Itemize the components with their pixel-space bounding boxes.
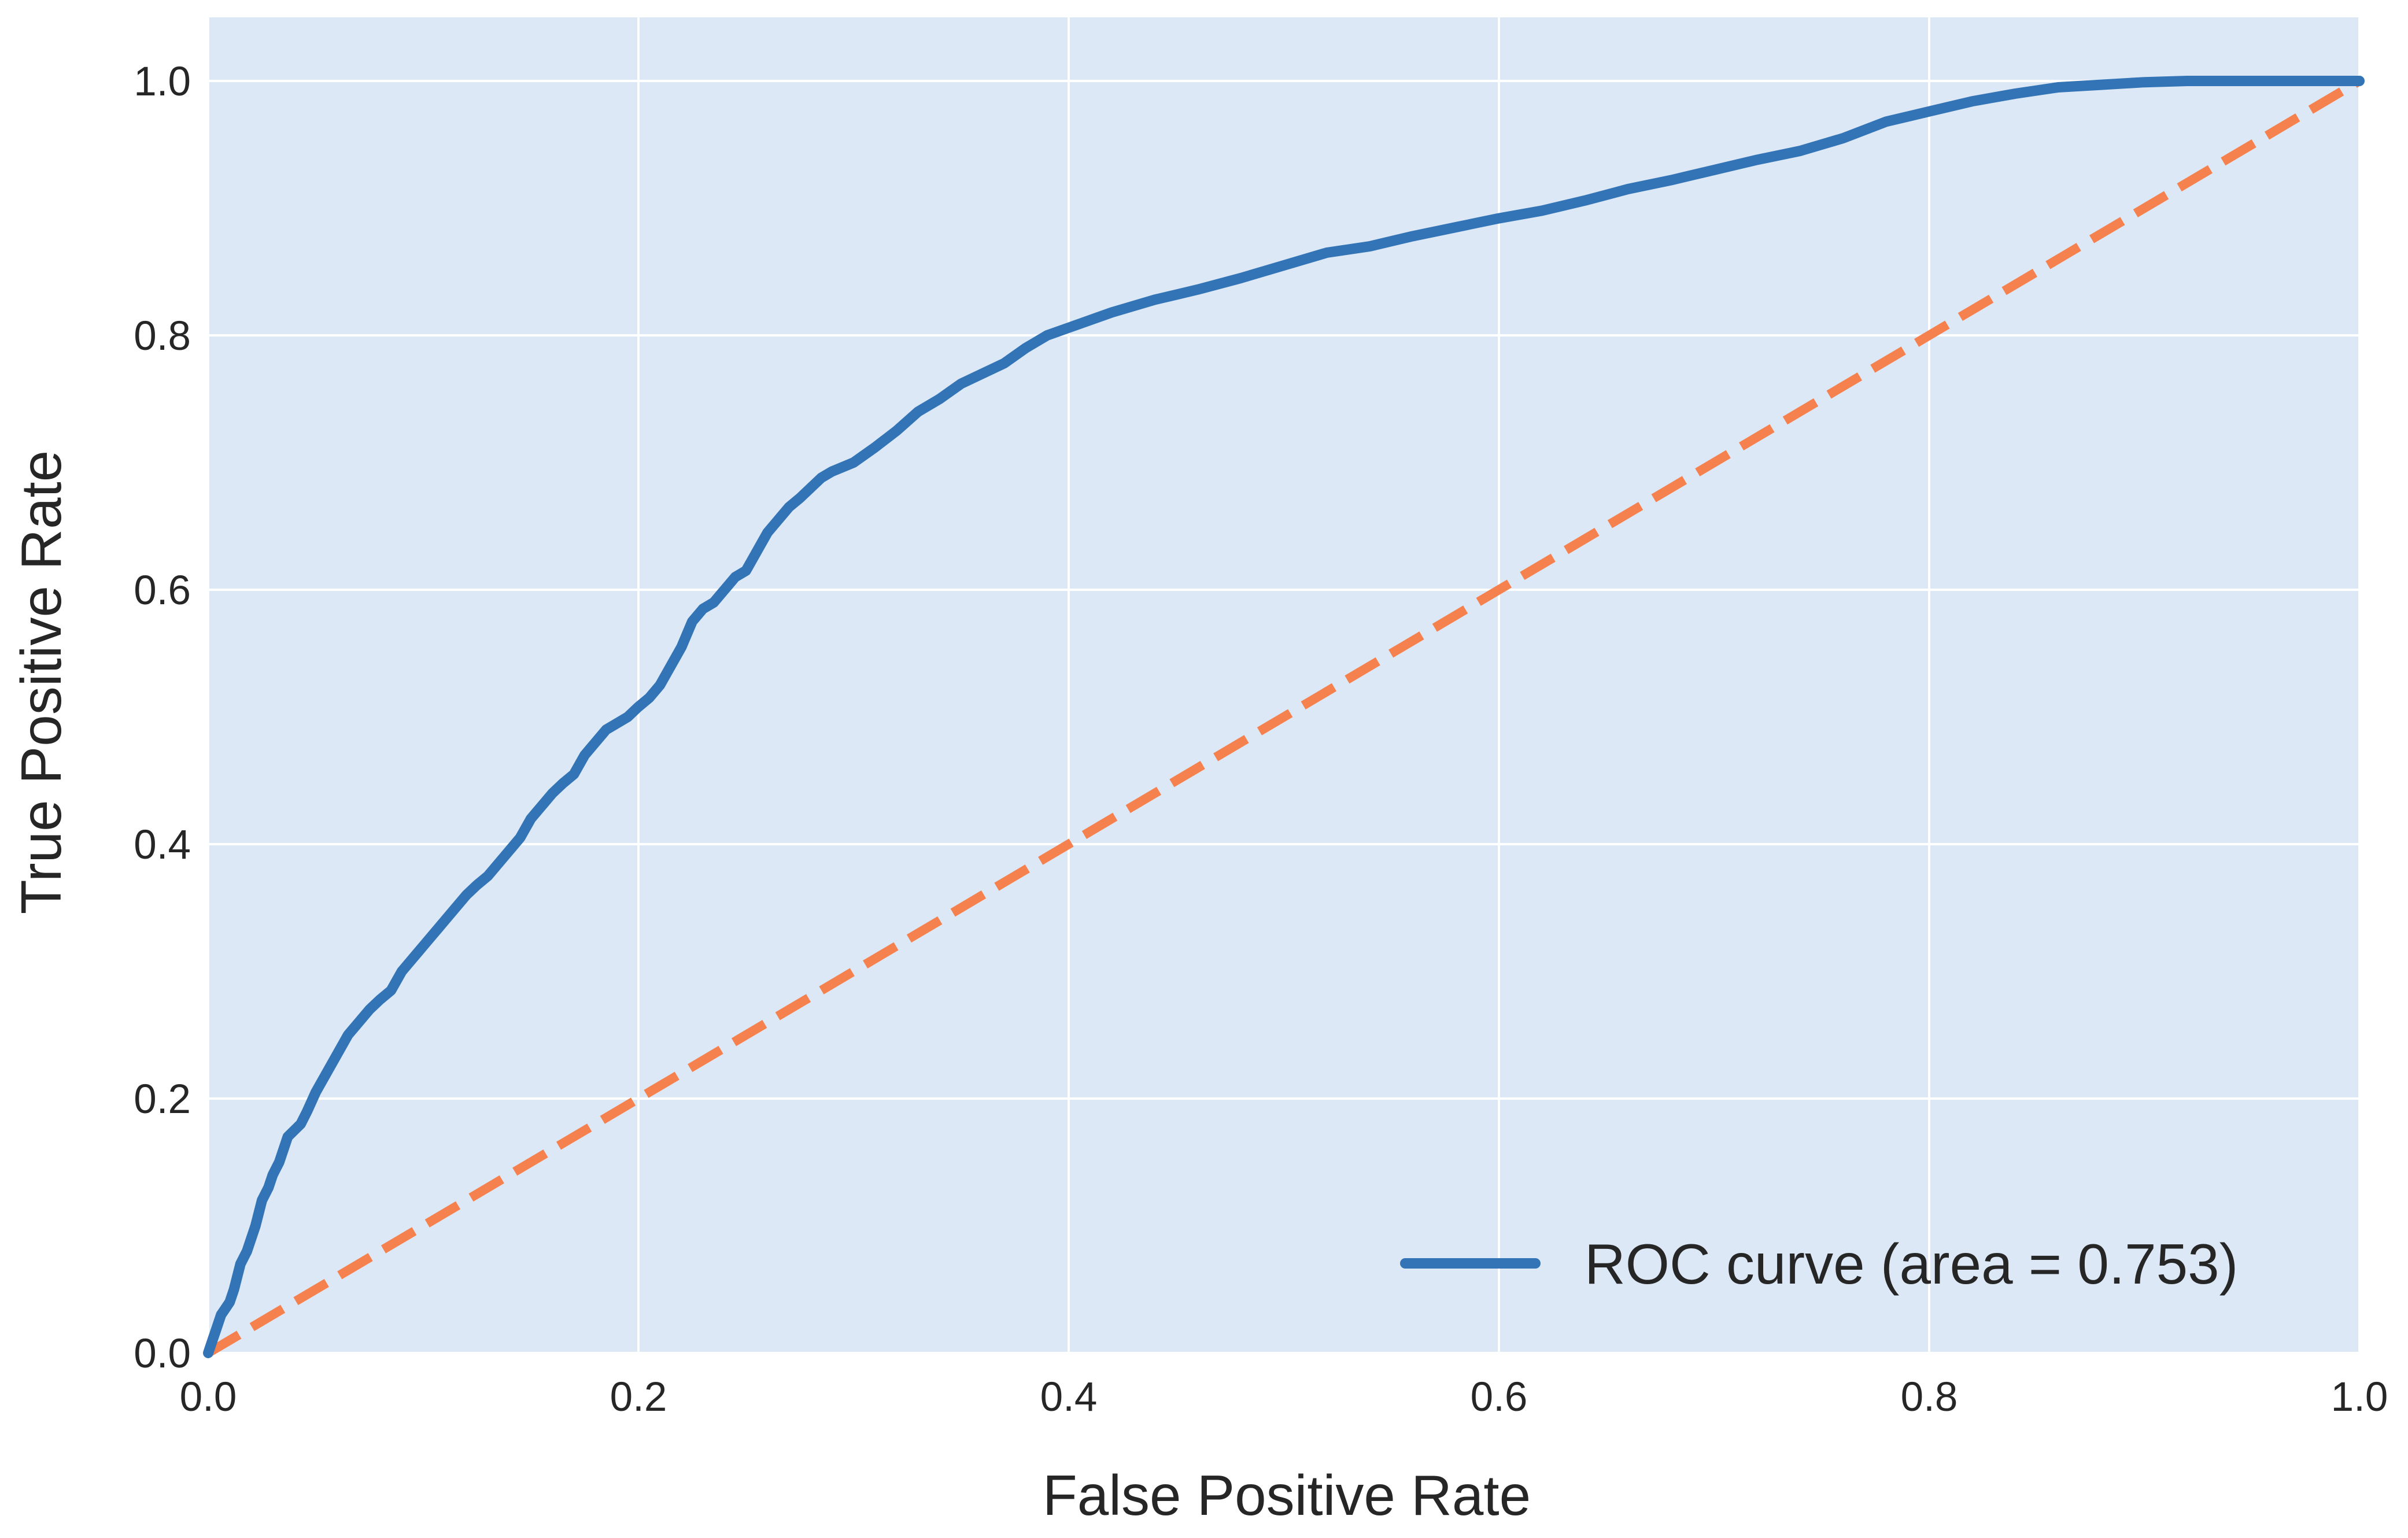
y-tick-label: 1.0 [134,59,191,105]
tick-labels: 0.0 0.2 0.4 0.6 0.8 1.0 0.0 0.2 0.4 0.6 0.8 1.0 [134,59,2388,1420]
y-tick-label: 0.6 [134,568,191,613]
legend-label-roc: ROC curve (area = 0.753) [1585,1232,2238,1296]
roc-curve-line [203,76,2365,1358]
x-tick-label: 0.4 [1040,1374,1098,1420]
y-tick-label: 0.2 [134,1077,191,1122]
y-tick-label: 0.4 [134,822,191,868]
x-tick-label: 1.0 [2331,1374,2388,1420]
legend: ROC curve (area = 0.753) [1400,1232,2238,1296]
x-tick-label: 0.8 [1901,1374,1958,1420]
x-tick-label: 0.6 [1471,1374,1528,1420]
x-tick-label: 0.0 [180,1374,237,1420]
gridlines [207,17,2361,1354]
y-tick-label: 0.8 [134,313,191,359]
plot-background [208,17,2359,1353]
chance-diagonal-line [205,77,2362,1357]
series-lines [203,76,2365,1358]
x-axis-label: False Positive Rate [1043,1463,1531,1527]
x-tick-label: 0.2 [610,1374,667,1420]
y-axis-label: True Positive Rate [9,450,73,914]
y-tick-label: 0.0 [134,1331,191,1377]
